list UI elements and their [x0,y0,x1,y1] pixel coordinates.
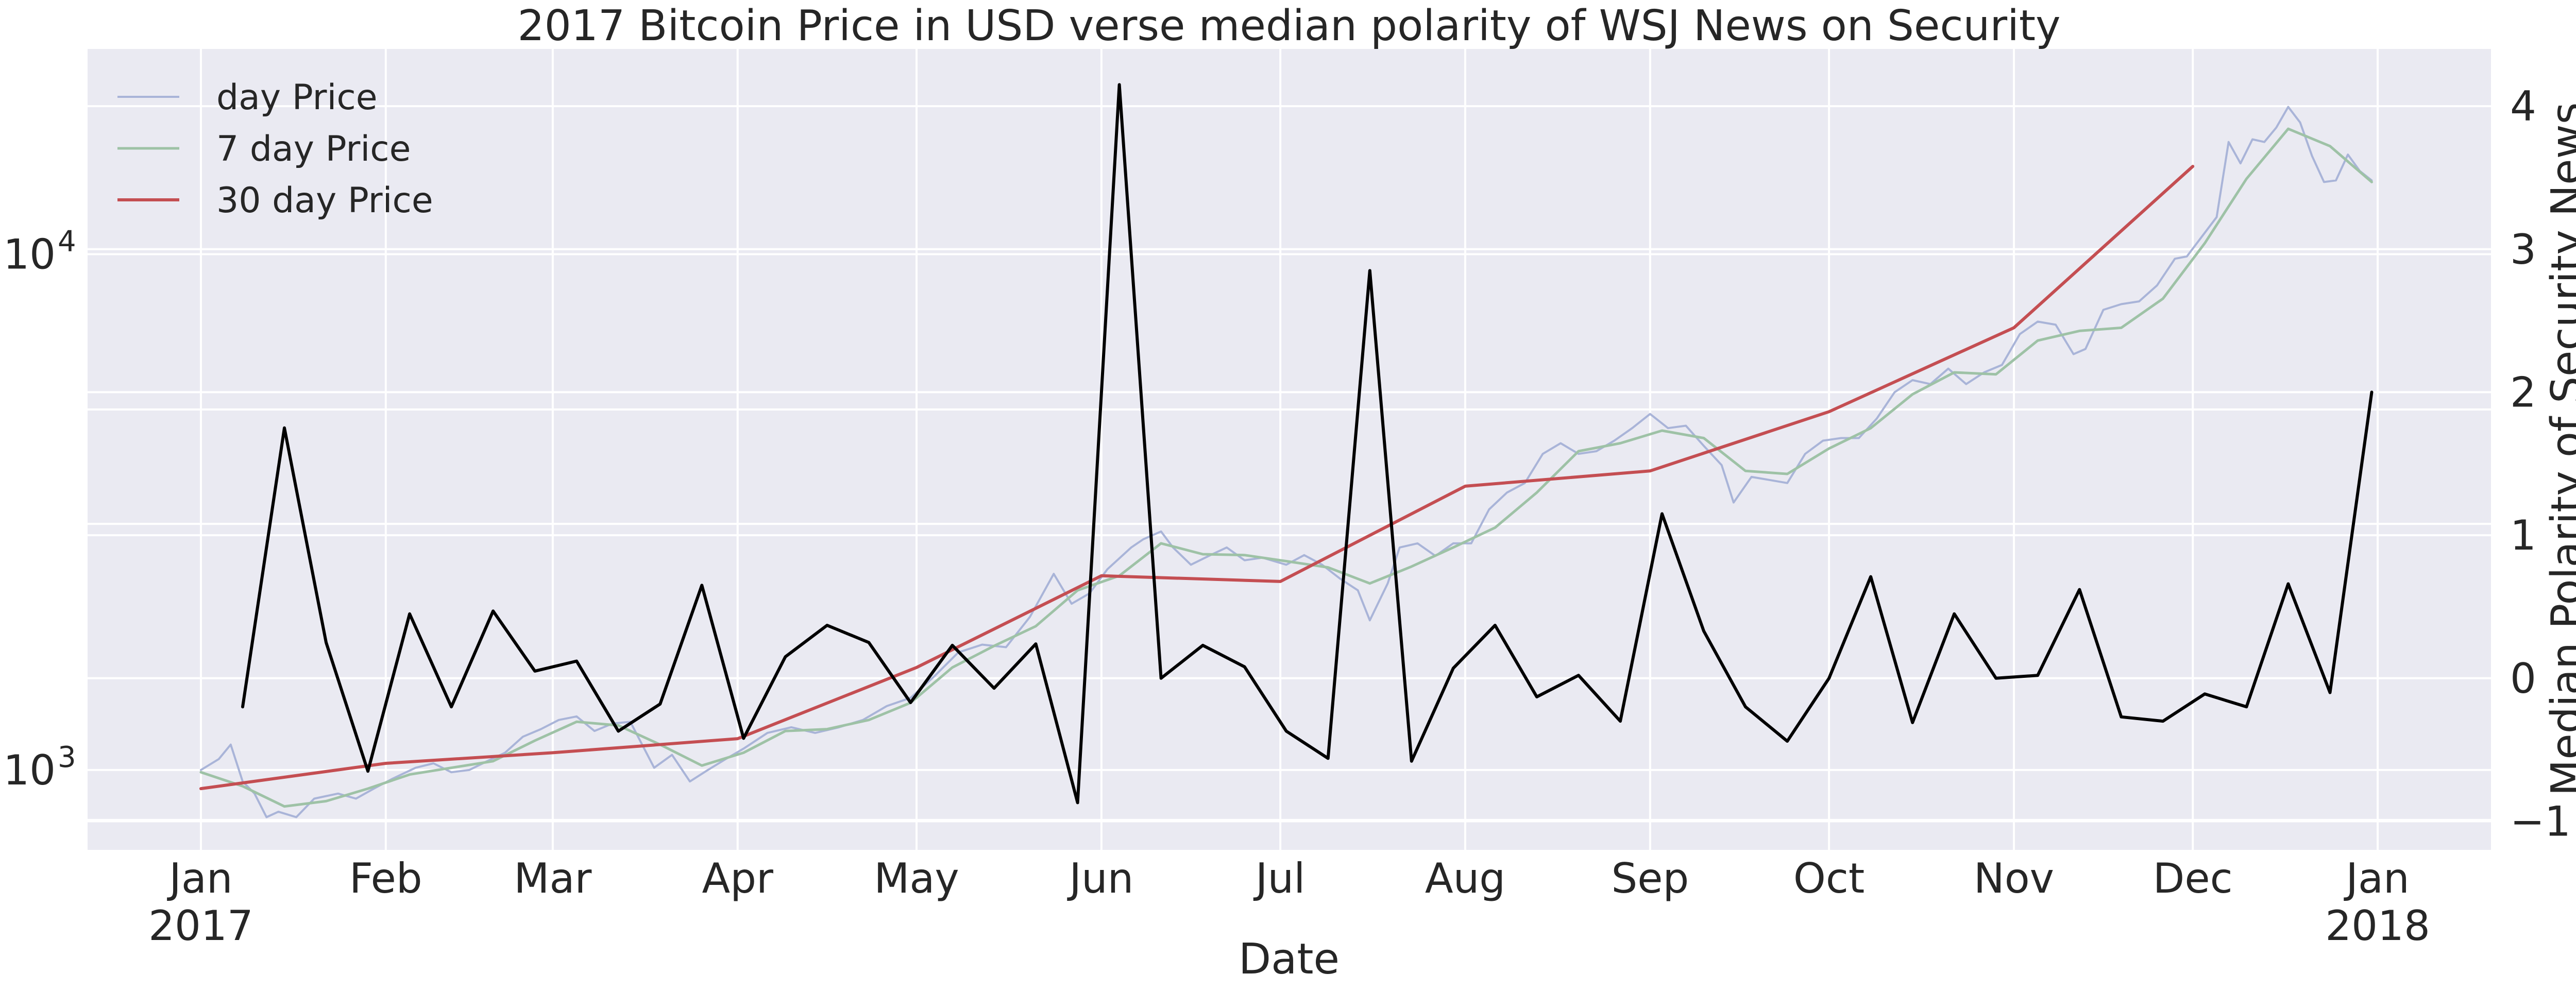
right-tick-label: 1 [2510,511,2536,559]
chart-title: 2017 Bitcoin Price in USD verse median p… [517,2,2060,50]
right-tick-label: −1 [2510,797,2571,845]
x-tick-label: May [874,855,959,902]
x-tick-sublabel: 2018 [2325,902,2430,950]
gridlines [88,49,2491,850]
x-tick-label: Mar [514,855,591,902]
x-tick-label: Jul [1253,855,1306,902]
x-tick-label: Nov [1974,855,2054,902]
x-tick-label: Sep [1611,855,1689,902]
plot-background [88,49,2491,850]
series-line-day-price [199,106,2373,818]
legend-entry: 7 day Price [216,129,411,169]
x-tick-label: Jan [2343,855,2409,902]
series-lines [199,83,2374,818]
left-tick-label: 10 [3,230,56,278]
x-tick-sublabel: 2017 [148,902,253,950]
x-axis-label: Date [1239,935,1340,984]
x-tick-label: Apr [702,855,774,902]
series-line-security-polarity [241,83,2374,805]
left-tick-exponent: 4 [58,225,76,258]
y-axis-label-right: Median Polarity of Security News [2543,102,2576,796]
series-line-30-day-price [199,165,2195,791]
legend-entry: 30 day Price [216,180,433,221]
x-tick-label: Aug [1425,855,1505,902]
right-tick-label: 4 [2510,82,2536,130]
left-tick-label: 10 [3,746,56,794]
right-tick-label: 3 [2510,226,2536,274]
legend: day Price 7 day Price 30 day Price [117,77,433,221]
left-tick-exponent: 3 [58,741,76,774]
x-tick-label: Jan [166,855,232,902]
legend-entry: day Price [216,77,378,118]
x-tick-label: Oct [1793,855,1865,902]
x-tick-label: Dec [2153,855,2233,902]
x-tick-label: Feb [349,855,422,902]
right-tick-label: 0 [2510,655,2536,703]
right-axis-ticks: −1 0 1 2 3 4 [2510,82,2571,845]
x-tick-label: Jun [1066,855,1133,902]
series-line-7-day-price [199,127,2373,808]
right-tick-label: 2 [2510,368,2536,416]
